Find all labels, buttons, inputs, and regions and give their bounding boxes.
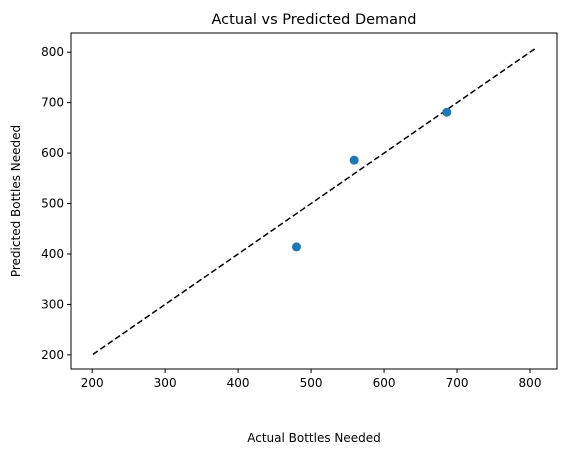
x-tick-label: 500 — [300, 376, 323, 390]
y-tick-label: 700 — [41, 96, 64, 110]
x-tick-label: 400 — [227, 376, 250, 390]
y-tick-label: 300 — [41, 297, 64, 311]
y-tick-label: 600 — [41, 146, 64, 160]
y-tick-label: 800 — [41, 45, 64, 59]
x-tick-label: 800 — [519, 376, 542, 390]
x-tick-label: 300 — [154, 376, 177, 390]
x-axis-label: Actual Bottles Needed — [247, 431, 381, 445]
y-tick-label: 500 — [41, 197, 64, 211]
y-tick-label: 200 — [41, 348, 64, 362]
x-tick-label: 700 — [446, 376, 469, 390]
x-tick-label: 600 — [373, 376, 396, 390]
plot-frame — [70, 32, 558, 370]
data-point-3 — [442, 107, 452, 117]
chart-title: Actual vs Predicted Demand — [212, 12, 417, 28]
plot-area — [92, 48, 536, 355]
reference-line — [92, 48, 536, 355]
y-tick-label: 400 — [41, 247, 64, 261]
data-point-2 — [349, 155, 359, 165]
x-axis: 200 300 400 500 600 700 800 — [81, 369, 542, 390]
data-point-1 — [291, 242, 301, 252]
y-axis-label: Predicted Bottles Needed — [9, 125, 23, 277]
x-tick-label: 200 — [81, 376, 104, 390]
y-axis: 200 300 400 500 600 700 800 — [41, 45, 71, 362]
